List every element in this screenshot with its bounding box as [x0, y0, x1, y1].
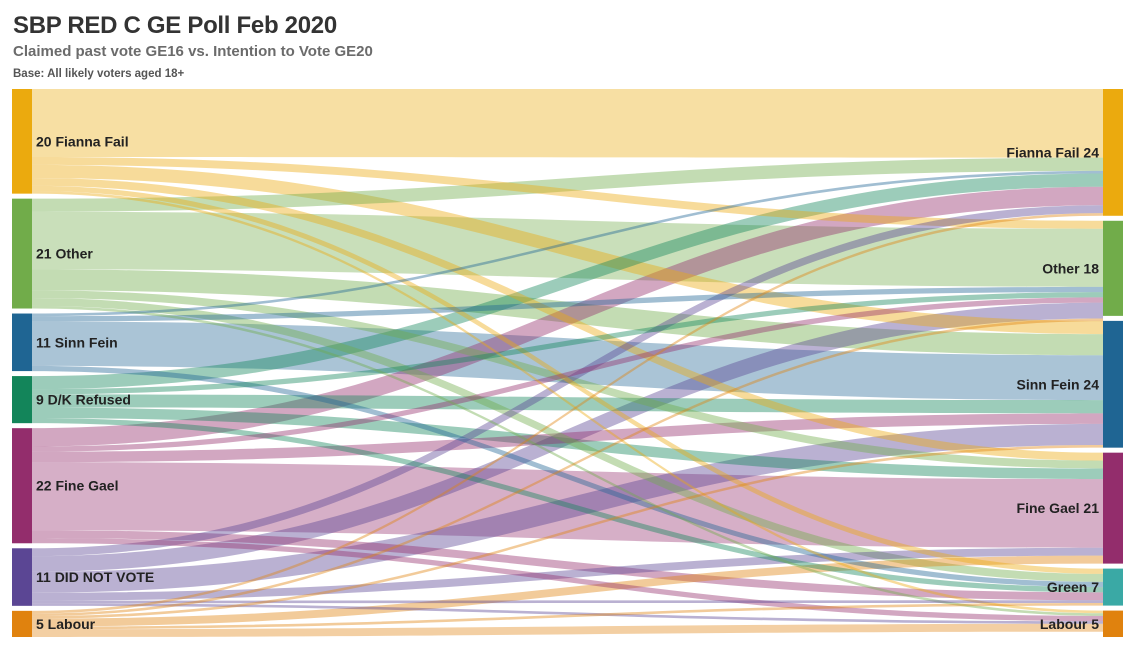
- flow-oth-to-ff[interactable]: [32, 157, 1103, 212]
- flow-dnv-to-sf[interactable]: [32, 423, 1103, 593]
- flow-ff-to-oth[interactable]: [32, 157, 1103, 229]
- flow-dnv-to-ff[interactable]: [32, 205, 1103, 557]
- chart-title: SBP RED C GE Poll Feb 2020: [13, 12, 337, 39]
- flow-ff-to-gr[interactable]: [32, 185, 1103, 574]
- node-labels: 20 Fianna Fail 21 Other 11 Sinn Fein 9 D/K …: [36, 133, 1099, 632]
- flow-sf-to-oth[interactable]: [32, 286, 1103, 322]
- right-node-ff[interactable]: [1103, 89, 1123, 216]
- flow-dk-to-sf[interactable]: [32, 394, 1103, 414]
- flow-dk-to-gr[interactable]: [32, 417, 1103, 593]
- flow-ff-to-sf[interactable]: [32, 164, 1103, 335]
- flow-lab-to-lab[interactable]: [32, 623, 1103, 637]
- right-node-label-ff: Fianna Fail 24: [1006, 144, 1099, 160]
- left-node-label-dnv: 11 DID NOT VOTE: [36, 569, 154, 585]
- flow-fg-to-lab[interactable]: [32, 538, 1103, 622]
- flow-dk-to-ff[interactable]: [32, 173, 1103, 390]
- right-node-gr[interactable]: [1103, 568, 1123, 606]
- left-node-label-dk: 9 D/K Refused: [36, 392, 131, 408]
- left-node-label-oth: 21 Other: [36, 246, 93, 262]
- right-node-label-oth: Other 18: [1042, 260, 1099, 276]
- flow-dnv-to-oth[interactable]: [32, 302, 1103, 572]
- flow-ff-to-ff[interactable]: [32, 89, 1103, 158]
- flow-oth-to-sf[interactable]: [32, 269, 1103, 356]
- left-node-dnv[interactable]: [12, 548, 32, 606]
- flow-fg-to-oth[interactable]: [32, 297, 1103, 452]
- left-node-dk[interactable]: [12, 376, 32, 424]
- chart-subtitle: Claimed past vote GE16 vs. Intention to …: [13, 43, 373, 60]
- flow-dk-to-fg[interactable]: [32, 407, 1103, 480]
- flow-sf-to-ff[interactable]: [32, 170, 1103, 317]
- flow-fg-to-gr[interactable]: [32, 530, 1103, 601]
- flow-dnv-to-fg[interactable]: [32, 547, 1103, 601]
- left-node-label-ff: 20 Fianna Fail: [36, 133, 129, 149]
- flow-sf-to-gr[interactable]: [32, 365, 1103, 588]
- right-node-label-fg: Fine Gael 21: [1017, 500, 1100, 516]
- left-node-label-lab: 5 Labour: [36, 616, 96, 632]
- left-node-ff[interactable]: [12, 89, 32, 194]
- flow-fg-to-sf[interactable]: [32, 413, 1103, 463]
- right-node-lab[interactable]: [1103, 610, 1123, 637]
- left-node-label-sf: 11 Sinn Fein: [36, 334, 118, 350]
- flow-oth-to-lab[interactable]: [32, 305, 1103, 616]
- flow-lab-to-ff[interactable]: [32, 213, 1103, 614]
- flow-lab-to-sf[interactable]: [32, 445, 1103, 619]
- left-node-sf[interactable]: [12, 313, 32, 372]
- flow-dk-to-oth[interactable]: [32, 292, 1103, 395]
- node-bars: [12, 89, 1123, 637]
- right-node-label-sf: Sinn Fein 24: [1017, 376, 1100, 392]
- flow-ff-to-fg[interactable]: [32, 177, 1103, 461]
- flow-sf-to-sf[interactable]: [32, 321, 1103, 401]
- flow-fg-to-fg[interactable]: [32, 462, 1103, 548]
- left-node-oth[interactable]: [12, 198, 32, 309]
- flow-links: [32, 89, 1103, 637]
- chart-base-note: Base: All likely voters aged 18+: [13, 68, 185, 80]
- left-node-lab[interactable]: [12, 610, 32, 637]
- left-node-label-fg: 22 Fine Gael: [36, 478, 118, 494]
- flow-oth-to-oth[interactable]: [32, 211, 1103, 287]
- left-node-fg[interactable]: [12, 428, 32, 544]
- flow-fg-to-ff[interactable]: [32, 186, 1103, 447]
- flow-lab-to-gr[interactable]: [32, 602, 1103, 630]
- right-node-label-gr: Green 7: [1047, 579, 1099, 595]
- flow-oth-to-gr[interactable]: [32, 298, 1103, 582]
- flow-dnv-to-lab[interactable]: [32, 603, 1103, 624]
- right-node-label-lab: Labour 5: [1040, 616, 1099, 632]
- flow-dnv-to-gr[interactable]: [32, 600, 1103, 604]
- right-node-oth[interactable]: [1103, 220, 1123, 316]
- flow-oth-to-fg[interactable]: [32, 290, 1103, 469]
- right-node-fg[interactable]: [1103, 452, 1123, 564]
- right-node-sf[interactable]: [1103, 320, 1123, 448]
- flow-ff-to-lab[interactable]: [32, 191, 1103, 614]
- flow-lab-to-oth[interactable]: [32, 318, 1103, 617]
- flow-lab-to-fg[interactable]: [32, 555, 1103, 627]
